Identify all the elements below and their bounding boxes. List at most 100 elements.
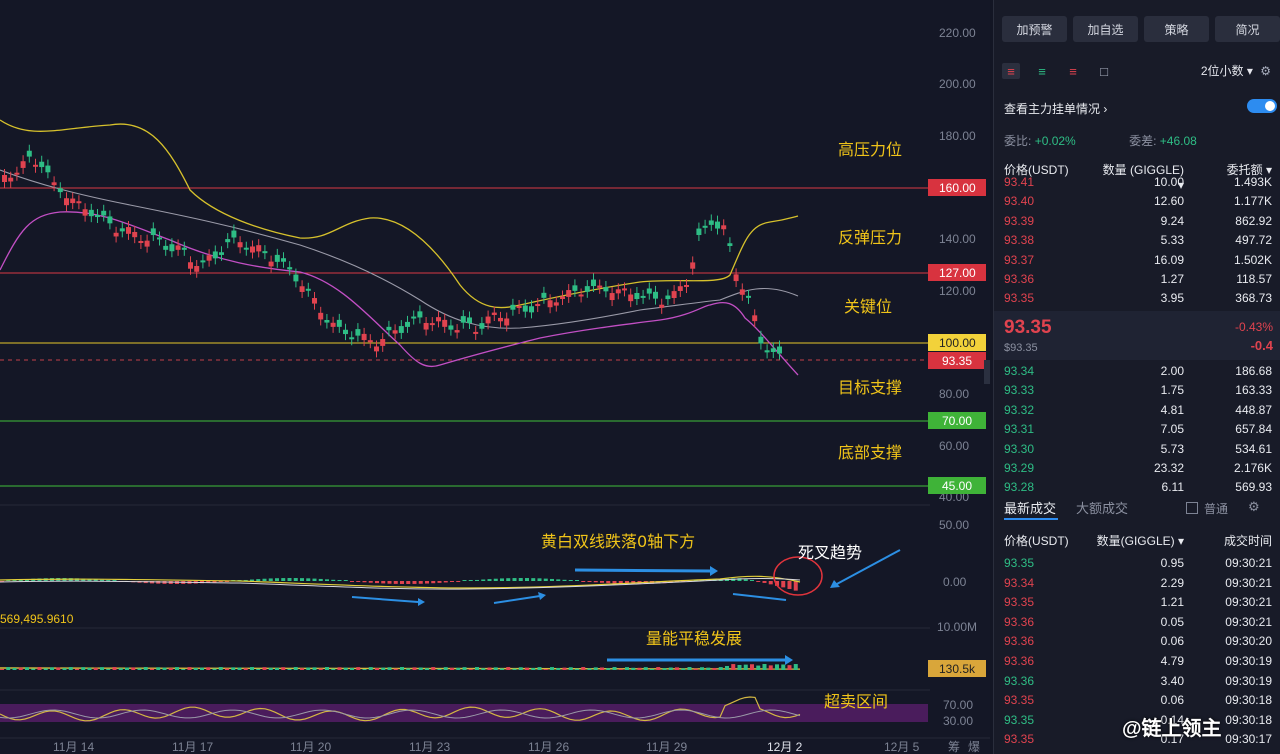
volume-bar (375, 667, 379, 670)
volume-bar (687, 667, 692, 670)
trade-qty: 0.05 (1160, 614, 1184, 629)
ask-row[interactable]: 93.35 3.95 368.73 (1004, 291, 1272, 305)
macd-bar (418, 581, 423, 584)
candle (479, 323, 485, 329)
bid-row[interactable]: 93.30 5.73 534.61 (1004, 442, 1272, 456)
trade-row: 93.35 1.21 09:30:21 (1004, 595, 1272, 609)
volume-bar (262, 667, 267, 670)
ask-row[interactable]: 93.36 1.27 118.57 (1004, 272, 1272, 286)
bid-row[interactable]: 93.34 2.00 186.68 (1004, 364, 1272, 378)
volume-bar (431, 667, 436, 670)
ask-qty: 12.60 (1153, 194, 1184, 209)
macd-bar (318, 578, 323, 581)
add-watchlist-button[interactable]: 加自选 (1073, 16, 1138, 42)
volume-bar (350, 667, 354, 670)
death-cross-circle (773, 556, 823, 596)
col-total[interactable]: 委托额 ▾ (1226, 163, 1272, 177)
bid-qty: 4.81 (1160, 402, 1184, 417)
candle (95, 215, 100, 218)
bid-row[interactable]: 93.29 23.32 2.176K (1004, 461, 1272, 475)
candle (560, 296, 565, 300)
candle (119, 228, 125, 232)
ask-row[interactable]: 93.40 12.60 1.177K (1004, 194, 1272, 208)
settings-icon[interactable]: ⚙ (1248, 499, 1260, 514)
order-panel: 加预警 加自选 策略 简况 ≡ ≡ ≡ □ 2位小数 ▾ ⚙ 查看主力挂单情况 … (993, 0, 1280, 754)
col-qty[interactable]: 数量 (GIGGLE) ▾ (1102, 163, 1184, 192)
volume-bar (762, 664, 767, 670)
ask-row[interactable]: 93.38 5.33 497.72 (1004, 233, 1272, 247)
trade-time: 09:30:21 (1225, 556, 1272, 570)
trade-price: 93.35 (1004, 712, 1035, 727)
bid-row[interactable]: 93.31 7.05 657.84 (1004, 422, 1272, 436)
arrow-head (710, 566, 718, 576)
normal-checkbox[interactable] (1186, 502, 1198, 514)
candlestick-chart[interactable]: 高压力位 反弹压力 关键位 目标支撑 底部支撑 黄白双线跌落0轴下方 死叉趋势 … (0, 0, 990, 754)
strategy-button[interactable]: 策略 (1144, 16, 1209, 42)
trade-time: 09:30:19 (1225, 654, 1272, 668)
macd-bar (356, 581, 361, 582)
annot-rebound-pressure: 反弹压力 (838, 228, 902, 247)
panel-collapse-handle[interactable] (984, 360, 990, 384)
y-tick: 180.00 (939, 129, 976, 143)
y-tick: 0.00 (943, 575, 967, 589)
tag-127-text: 127.00 (939, 266, 976, 280)
both-sides-icon[interactable]: ≡ (1002, 63, 1020, 79)
bid-row[interactable]: 93.28 6.11 569.93 (1004, 480, 1272, 494)
ask-row[interactable]: 93.37 16.09 1.502K (1004, 253, 1272, 267)
col-qty[interactable]: 数量(GIGGLE) ▾ (1096, 534, 1184, 548)
bid-row[interactable]: 93.32 4.81 448.87 (1004, 403, 1272, 417)
volume-bar (31, 668, 36, 670)
ask-price: 93.37 (1004, 252, 1035, 267)
macd-bar (112, 580, 117, 581)
candle (336, 319, 342, 327)
annot-bottom-support: 底部支撑 (838, 443, 902, 462)
annot-volume-note: 量能平稳发展 (646, 629, 742, 648)
volume-bar (293, 667, 298, 670)
main-orders-toggle[interactable] (1247, 99, 1277, 113)
trade-row: 93.36 0.06 09:30:20 (1004, 634, 1272, 648)
volume-bar (343, 667, 348, 670)
arrow-annotation (732, 593, 787, 601)
volume-bar (725, 665, 729, 670)
tab-large-trades[interactable]: 大额成交 (1076, 501, 1129, 516)
x-tick: 12月 5 (884, 740, 920, 754)
trade-qty: 0.06 (1160, 693, 1184, 708)
candle (727, 243, 733, 246)
volume-bar (625, 667, 629, 670)
bids-only-icon[interactable]: ≡ (1038, 63, 1046, 79)
tab-latest-trades[interactable]: 最新成交 (1004, 501, 1057, 516)
overview-button[interactable]: 简况 (1215, 16, 1280, 42)
bid-row[interactable]: 93.33 1.75 163.33 (1004, 383, 1272, 397)
main-orders-link[interactable]: 查看主力挂单情况 › (1004, 100, 1107, 117)
candle (157, 237, 162, 240)
y-tick: 30.00 (943, 714, 973, 728)
volume-bar (393, 668, 398, 670)
add-alert-button[interactable]: 加预警 (1002, 16, 1067, 42)
macd-bar (225, 581, 229, 582)
volume-bar (612, 667, 617, 670)
candle (268, 261, 274, 267)
candle (411, 316, 417, 319)
candle (541, 292, 547, 298)
candle (609, 293, 615, 301)
macd-bar (793, 581, 798, 591)
chart-area[interactable]: 高压力位 反弹压力 关键位 目标支撑 底部支撑 黄白双线跌落0轴下方 死叉趋势 … (0, 0, 990, 754)
ask-row[interactable]: 93.41 10.00 1.493K (1004, 175, 1272, 189)
settings-icon[interactable]: ⚙ (1260, 64, 1271, 78)
tag-last (928, 352, 986, 369)
volume-bar (600, 667, 604, 670)
volume-bar (506, 667, 511, 670)
volume-bar (568, 667, 573, 670)
oversold-zone (0, 704, 928, 722)
ask-total: 862.92 (1235, 213, 1272, 228)
trade-row: 93.36 3.40 09:30:19 (1004, 674, 1272, 688)
candle (126, 227, 131, 234)
volume-bar (131, 667, 136, 670)
ask-row[interactable]: 93.39 9.24 862.92 (1004, 214, 1272, 228)
decimal-select[interactable]: 2位小数 ▾ ⚙ (1201, 62, 1271, 79)
asks-only-icon[interactable]: ≡ (1069, 63, 1077, 79)
volume-bar (300, 668, 304, 670)
ask-total: 1.502K (1233, 252, 1272, 267)
rsi-line-1 (0, 696, 801, 722)
expand-icon[interactable]: □ (1100, 63, 1108, 79)
